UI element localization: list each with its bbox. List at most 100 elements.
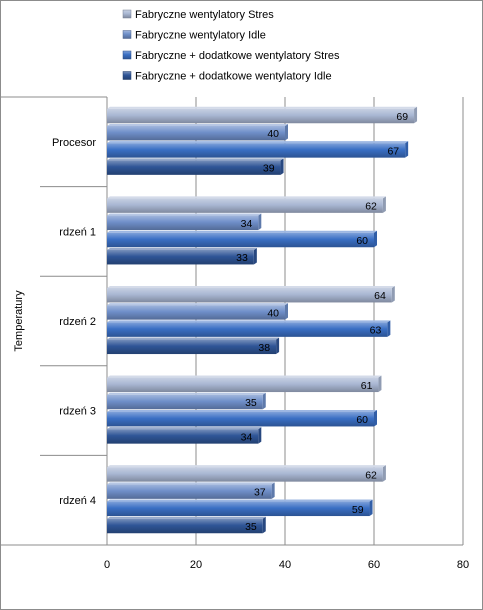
data-label: 35: [245, 397, 257, 409]
bar-top: [107, 196, 386, 199]
bar: [107, 160, 281, 175]
bar-top: [107, 213, 262, 216]
bar-side: [276, 337, 280, 355]
bar-top: [107, 320, 391, 323]
x-tick-label: 0: [104, 559, 110, 571]
bar-top: [107, 465, 386, 468]
data-label: 40: [267, 128, 279, 140]
legend-label: Fabryczne wentylatory Stres: [135, 9, 274, 21]
legend-label: Fabryczne + dodatkowe wentylatory Stres: [135, 50, 340, 62]
bar-side: [374, 230, 377, 248]
bar-side: [374, 409, 377, 427]
bar: [107, 305, 285, 320]
bar: [107, 467, 383, 482]
bar: [107, 232, 374, 248]
data-label: 60: [356, 414, 368, 426]
bar-top: [107, 285, 395, 288]
bar-side: [258, 427, 262, 444]
bar-top: [107, 247, 257, 250]
bar-side: [258, 213, 262, 231]
bar-side: [253, 247, 257, 265]
bar-side: [262, 392, 266, 410]
category-label: rdzeń 3: [59, 406, 96, 418]
bar: [107, 377, 379, 393]
bar: [107, 143, 406, 158]
bar: [107, 287, 392, 303]
bar: [107, 339, 277, 355]
bar: [107, 411, 374, 427]
bar-side: [271, 482, 275, 499]
bar-side: [369, 499, 373, 517]
bar-top: [107, 482, 275, 485]
bar-top: [107, 409, 377, 412]
data-label: 33: [236, 252, 248, 264]
bar: [107, 125, 285, 141]
bar: [107, 518, 263, 534]
data-label: 37: [254, 487, 266, 499]
bar: [107, 215, 259, 231]
data-label: 61: [361, 380, 373, 392]
bar-side: [391, 285, 395, 303]
legend-label: Fabryczne + dodatkowe wentylatory Idle: [135, 71, 332, 83]
bar: [107, 394, 263, 410]
bar-side: [378, 375, 382, 393]
legend-swatch: [122, 71, 132, 80]
bar: [107, 429, 259, 444]
bar-top: [107, 230, 377, 233]
category-label: rdzeń 2: [59, 316, 96, 328]
data-label: 63: [370, 325, 382, 337]
data-label: 69: [396, 111, 408, 123]
bar-top: [107, 375, 382, 378]
bar-top: [107, 499, 373, 502]
category-label: Procesor: [52, 137, 96, 149]
bar: [107, 108, 415, 124]
bar-side: [285, 123, 288, 141]
data-label: 35: [245, 521, 257, 533]
data-label: 38: [258, 342, 270, 354]
bar-side: [414, 106, 418, 124]
bar-side: [387, 320, 391, 337]
data-label: 62: [365, 201, 377, 213]
bar: [107, 484, 272, 499]
data-label: 39: [263, 163, 275, 175]
bar-side: [382, 465, 386, 482]
bar-top: [107, 303, 288, 306]
legend-swatch: [122, 30, 132, 39]
bar: [107, 249, 254, 265]
bar-top: [107, 141, 409, 144]
bar-top: [107, 427, 262, 430]
category-label: rdzeń 1: [59, 226, 96, 238]
data-label: 62: [365, 469, 377, 481]
bar-side: [285, 303, 288, 320]
x-tick-label: 60: [368, 559, 380, 571]
bar: [107, 198, 383, 213]
bar-top: [107, 123, 288, 126]
data-label: 59: [352, 504, 364, 516]
y-axis-title: Temperatury: [13, 290, 25, 352]
bar-side: [405, 141, 409, 158]
bar-top: [107, 337, 280, 340]
data-label: 64: [374, 290, 386, 302]
bar-side: [382, 196, 386, 213]
bar: [107, 322, 388, 337]
x-tick-label: 40: [279, 559, 291, 571]
x-tick-label: 20: [190, 559, 202, 571]
data-label: 40: [267, 307, 279, 319]
data-label: 34: [241, 218, 253, 230]
bar-top: [107, 516, 266, 519]
bar-top: [107, 158, 284, 161]
bar: [107, 501, 370, 517]
data-label: 60: [356, 235, 368, 247]
bar-top: [107, 392, 266, 395]
data-label: 67: [387, 145, 399, 157]
legend-label: Fabryczne wentylatory Idle: [135, 30, 266, 42]
legend-swatch: [122, 50, 132, 60]
bar-side: [280, 158, 284, 175]
bar-side: [262, 516, 266, 534]
data-label: 34: [241, 431, 253, 443]
x-tick-label: 80: [457, 559, 469, 571]
legend-swatch: [122, 9, 132, 19]
bar-top: [107, 106, 418, 109]
category-label: rdzeń 4: [59, 495, 96, 507]
